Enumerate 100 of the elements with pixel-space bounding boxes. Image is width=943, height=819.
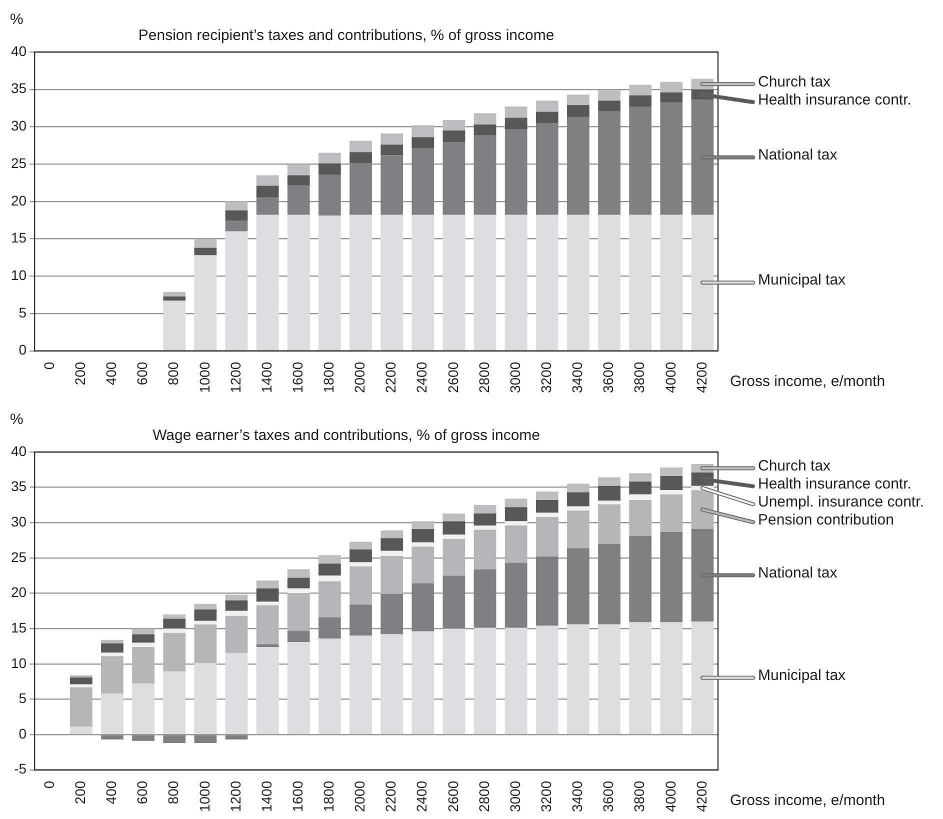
bar [598,500,620,504]
bar [442,120,466,130]
bar [598,486,620,501]
bar [660,92,683,103]
x-tick-label: 1200 [227,362,244,394]
bar [567,506,590,511]
bar [442,538,466,576]
bar [660,494,683,532]
bar [598,214,620,350]
y-tick-label: 20 [10,584,27,600]
x-tick-label: 1800 [320,362,337,394]
bar [380,594,403,634]
bar [225,231,248,350]
bar [101,656,124,694]
legend-label: Pension contribution [758,511,894,528]
bar [225,600,248,611]
bar [474,136,496,215]
y-tick-label: 15 [10,619,27,636]
bar [504,628,528,734]
bar [194,735,217,744]
bar [163,292,186,296]
bar [194,610,217,621]
bar [380,155,403,215]
y-tick-label: 35 [10,80,27,96]
x-axis-title: Gross income, e/month [730,372,886,390]
bar [474,504,496,514]
y-tick-label: 35 [10,478,27,494]
y-tick-label: 30 [10,118,27,134]
bar [287,175,310,186]
x-tick-label: 600 [134,780,150,804]
bar [318,216,341,350]
chart-title: Wage earner’s taxes and contributions, % of gross income [152,427,540,444]
bar [380,214,403,350]
x-tick-label: 2600 [444,362,461,394]
bar [629,106,652,215]
y-tick-label: 0 [18,725,27,742]
bar [225,616,248,654]
bar [567,624,590,734]
bar [287,593,310,631]
legend-label: Unempl. insurance contr. [758,493,924,510]
bar [504,525,528,563]
bar [474,525,496,530]
bar [350,549,372,562]
x-tick-label: 400 [103,780,120,804]
legend-label: Municipal tax [758,272,846,289]
bar [287,630,310,642]
bar [101,640,124,644]
bar [442,214,466,350]
bar [287,642,310,734]
bar [412,148,434,215]
bar [598,504,620,544]
bar [660,468,683,476]
x-tick-label: 800 [165,780,182,804]
bar [504,118,528,130]
bar [163,618,186,629]
x-tick-label: 4200 [693,362,710,394]
bar [629,95,652,107]
bar [132,646,154,684]
bar [536,122,558,215]
bar [318,581,341,618]
x-tick-label: 2200 [382,362,399,394]
x-tick-label: 2000 [352,780,368,812]
bar [318,152,341,164]
bar [504,521,528,526]
x-tick-label: 1000 [196,780,212,812]
bar [629,500,652,536]
bar [380,530,403,538]
bar [287,569,310,578]
bar [442,534,466,539]
bar [194,255,217,350]
bar [380,133,403,145]
bar [132,684,154,734]
legend-label: Church tax [758,73,832,90]
bar [504,562,528,628]
bar [287,588,310,594]
bar [474,124,496,136]
bar [350,140,372,152]
bar [318,576,341,582]
bar [194,620,217,624]
bar [163,614,186,619]
bar [660,532,683,622]
bar [412,631,434,734]
bar [598,90,620,101]
x-tick-label: 4200 [693,780,710,812]
bar [474,214,496,350]
x-tick-label: 1600 [289,362,306,394]
x-tick-label: 3800 [631,362,648,394]
bar [287,578,310,588]
bar [567,214,590,350]
x-tick-label: 1600 [289,780,306,812]
bar [287,164,310,176]
x-tick-label: 4000 [662,362,678,394]
legend-label: Municipal tax [758,666,846,684]
bar [350,163,372,215]
bar [474,569,496,628]
bar [256,646,279,734]
y-tick-label: 15 [10,230,27,246]
legend-label: National tax [758,564,838,582]
bar [380,538,403,551]
bar [163,300,186,350]
